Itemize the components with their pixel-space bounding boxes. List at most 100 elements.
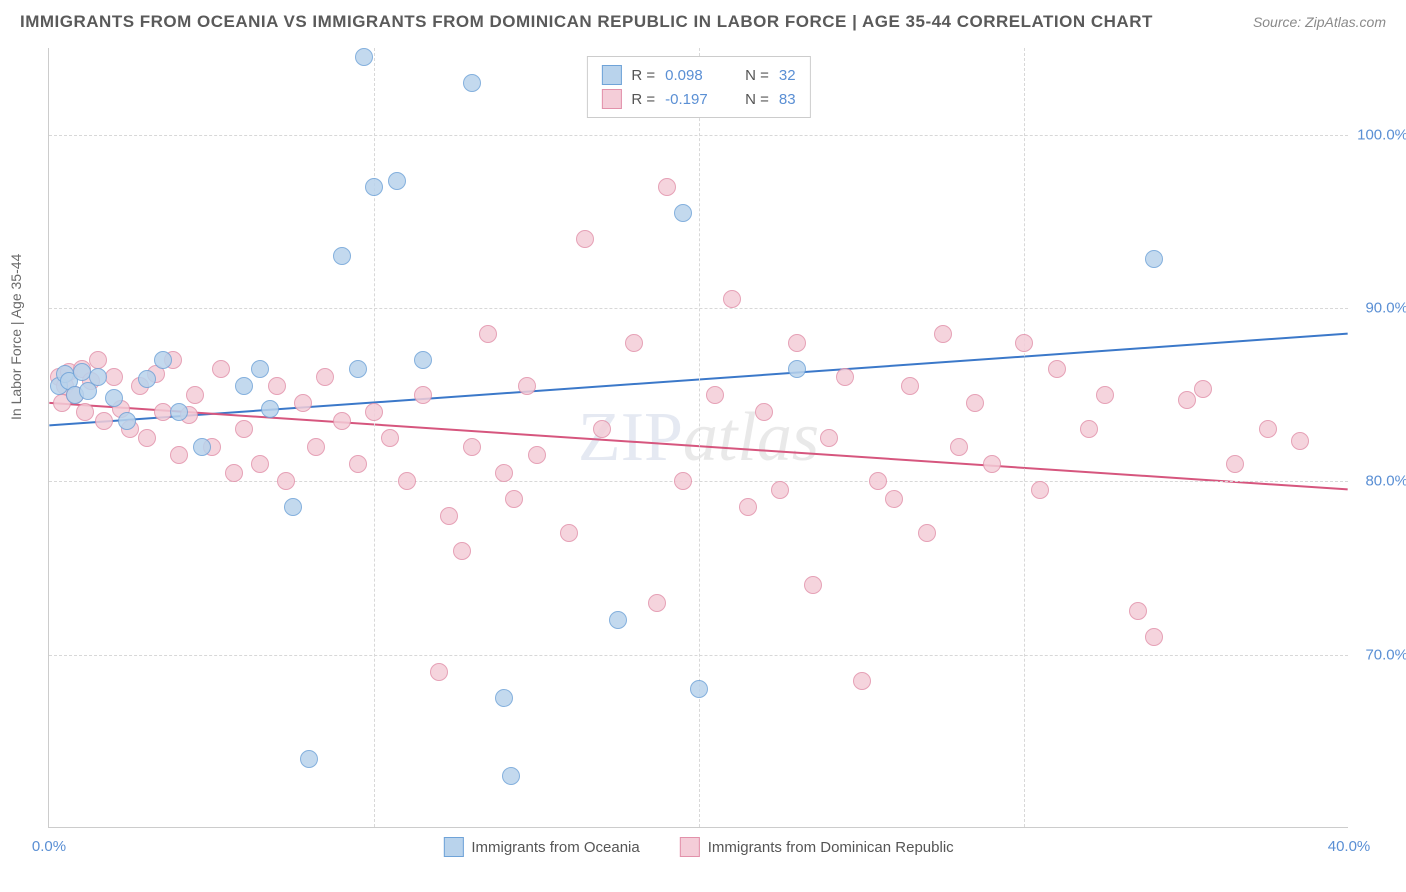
scatter-point — [869, 472, 887, 490]
chart-header: IMMIGRANTS FROM OCEANIA VS IMMIGRANTS FR… — [20, 12, 1386, 32]
scatter-point — [788, 360, 806, 378]
scatter-point — [625, 334, 643, 352]
scatter-point — [1145, 628, 1163, 646]
scatter-point — [463, 74, 481, 92]
scatter-point — [284, 498, 302, 516]
legend-swatch — [601, 89, 621, 109]
scatter-point — [1291, 432, 1309, 450]
scatter-point — [528, 446, 546, 464]
scatter-point — [804, 576, 822, 594]
scatter-point — [388, 172, 406, 190]
scatter-point — [609, 611, 627, 629]
scatter-point — [212, 360, 230, 378]
correlation-legend-row: R =0.098N =32 — [601, 63, 795, 87]
scatter-point — [261, 400, 279, 418]
n-label: N = — [745, 91, 769, 108]
scatter-point — [268, 377, 286, 395]
watermark-atlas: atlas — [683, 399, 819, 476]
correlation-legend: R =0.098N =32R =-0.197N =83 — [586, 56, 810, 118]
series-legend-label: Immigrants from Oceania — [471, 839, 639, 856]
scatter-point — [576, 230, 594, 248]
n-value: 32 — [779, 67, 796, 84]
gridline-vertical — [374, 48, 375, 827]
y-tick-label: 70.0% — [1365, 646, 1406, 663]
scatter-point — [1259, 420, 1277, 438]
y-tick-label: 100.0% — [1357, 126, 1406, 143]
scatter-point — [414, 386, 432, 404]
gridline-vertical — [699, 48, 700, 827]
scatter-point — [1096, 386, 1114, 404]
scatter-point — [505, 490, 523, 508]
scatter-point — [170, 403, 188, 421]
scatter-point — [495, 464, 513, 482]
scatter-point — [307, 438, 325, 456]
series-legend-label: Immigrants from Dominican Republic — [708, 839, 954, 856]
scatter-point — [885, 490, 903, 508]
chart-title: IMMIGRANTS FROM OCEANIA VS IMMIGRANTS FR… — [20, 12, 1153, 32]
scatter-point — [300, 750, 318, 768]
scatter-point — [983, 455, 1001, 473]
watermark-zip: ZIP — [578, 399, 683, 476]
scatter-point — [853, 672, 871, 690]
scatter-point — [1015, 334, 1033, 352]
scatter-point — [349, 455, 367, 473]
scatter-point — [658, 178, 676, 196]
scatter-point — [1031, 481, 1049, 499]
scatter-point — [1129, 602, 1147, 620]
series-legend-item: Immigrants from Oceania — [443, 837, 639, 857]
legend-swatch — [601, 65, 621, 85]
scatter-point — [560, 524, 578, 542]
scatter-point — [788, 334, 806, 352]
scatter-point — [648, 594, 666, 612]
scatter-point — [365, 403, 383, 421]
scatter-point — [277, 472, 295, 490]
scatter-point — [365, 178, 383, 196]
series-legend: Immigrants from Oceania Immigrants from D… — [443, 837, 953, 857]
n-value: 83 — [779, 91, 796, 108]
scatter-point — [836, 368, 854, 386]
y-tick-label: 80.0% — [1365, 473, 1406, 490]
scatter-point — [105, 368, 123, 386]
scatter-point — [118, 412, 136, 430]
scatter-point — [138, 429, 156, 447]
scatter-point — [739, 498, 757, 516]
scatter-point — [1178, 391, 1196, 409]
scatter-point — [1226, 455, 1244, 473]
scatter-point — [918, 524, 936, 542]
x-tick-label: 40.0% — [1328, 838, 1371, 855]
scatter-point — [463, 438, 481, 456]
scatter-point — [316, 368, 334, 386]
r-label: R = — [631, 67, 655, 84]
scatter-point — [225, 464, 243, 482]
scatter-point — [294, 394, 312, 412]
scatter-point — [235, 377, 253, 395]
scatter-point — [154, 351, 172, 369]
scatter-point — [76, 403, 94, 421]
scatter-point — [105, 389, 123, 407]
scatter-point — [495, 689, 513, 707]
r-label: R = — [631, 91, 655, 108]
x-tick-label: 0.0% — [32, 838, 66, 855]
scatter-point — [674, 472, 692, 490]
scatter-point — [414, 351, 432, 369]
chart-source: Source: ZipAtlas.com — [1253, 14, 1386, 30]
scatter-point — [349, 360, 367, 378]
scatter-point — [193, 438, 211, 456]
legend-swatch — [680, 837, 700, 857]
scatter-point — [518, 377, 536, 395]
scatter-point — [235, 420, 253, 438]
scatter-point — [706, 386, 724, 404]
gridline-vertical — [1024, 48, 1025, 827]
r-value: -0.197 — [665, 91, 725, 108]
scatter-point — [479, 325, 497, 343]
scatter-point — [453, 542, 471, 560]
scatter-point — [593, 420, 611, 438]
scatter-point — [1194, 380, 1212, 398]
scatter-point — [674, 204, 692, 222]
scatter-point — [381, 429, 399, 447]
scatter-point — [771, 481, 789, 499]
r-value: 0.098 — [665, 67, 725, 84]
y-axis-label: In Labor Force | Age 35-44 — [8, 254, 24, 420]
y-tick-label: 90.0% — [1365, 300, 1406, 317]
scatter-point — [333, 412, 351, 430]
